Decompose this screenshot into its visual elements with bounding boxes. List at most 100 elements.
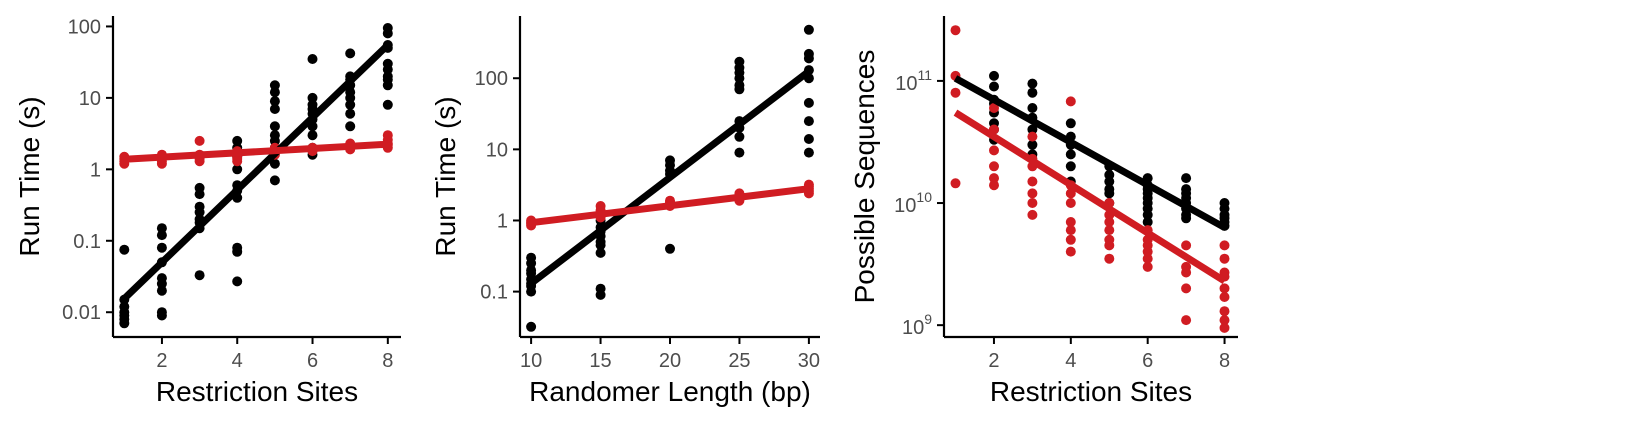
y-tick-label: 10 <box>79 88 101 110</box>
point-s1-30 <box>734 84 745 95</box>
x-axis-title: Restriction Sites <box>990 376 1192 407</box>
y-tick-label: 0.1 <box>73 231 101 253</box>
point-s2-17 <box>1027 209 1038 220</box>
fit-line-s2 <box>530 185 810 227</box>
x-tick-label: 10 <box>520 350 542 372</box>
point-s2-12 <box>194 156 205 167</box>
point-s1-14 <box>1027 139 1038 150</box>
point-s1-9 <box>156 230 167 241</box>
point-s2-14 <box>1027 176 1038 187</box>
point-s2-23 <box>1065 225 1076 236</box>
point-s1-35 <box>803 24 814 35</box>
y-axis-title: Run Time (s) <box>14 96 45 256</box>
point-s1-38 <box>269 104 280 114</box>
point-s1-52 <box>307 130 318 141</box>
y-tick-label: 1 <box>497 210 508 232</box>
point-s1-18 <box>194 189 205 200</box>
point-s2-9 <box>194 135 205 146</box>
point-s2-22 <box>1065 217 1076 227</box>
point-s1-36 <box>1142 217 1153 227</box>
point-s1-44 <box>1181 213 1192 224</box>
fit-line-s1 <box>121 42 391 302</box>
point-s1-34 <box>232 276 243 287</box>
point-s1-62 <box>345 108 356 119</box>
point-s2-36 <box>1142 246 1153 257</box>
point-s1-24 <box>665 243 675 254</box>
point-s2-31 <box>1104 240 1115 251</box>
x-tick-label: 25 <box>728 350 750 372</box>
point-s2-16 <box>1027 198 1038 208</box>
fit-line-s2 <box>953 109 1227 284</box>
point-s1-45 <box>307 54 318 64</box>
point-s2-24 <box>1065 234 1076 245</box>
point-s1-19 <box>1065 149 1076 160</box>
point-s1-41 <box>803 116 814 127</box>
point-s1-14 <box>156 285 167 296</box>
point-s1-39 <box>269 121 280 132</box>
y-tick-label: 1010 <box>894 189 932 217</box>
point-s2-25 <box>1065 246 1076 257</box>
x-tick-label: 8 <box>382 350 393 372</box>
x-tick-label: 6 <box>307 350 318 372</box>
point-s2-43 <box>1181 315 1192 326</box>
point-s1-2 <box>526 258 537 269</box>
point-s1-20 <box>194 207 205 218</box>
point-s2-49 <box>1219 292 1230 302</box>
point-s1-43 <box>269 158 280 169</box>
point-s2-8 <box>989 161 999 172</box>
point-s2-45 <box>1219 253 1230 264</box>
point-s1-11 <box>1027 103 1038 113</box>
y-tick-base: 10 <box>895 73 917 95</box>
point-s2-38 <box>1142 261 1153 272</box>
x-tick-label: 6 <box>1142 350 1153 372</box>
point-s2-8 <box>156 158 167 169</box>
x-tick-label: 30 <box>798 350 820 372</box>
point-s2-39 <box>1181 240 1192 251</box>
point-s2-3 <box>950 87 961 98</box>
x-tick-label: 4 <box>1065 350 1076 372</box>
y-axis-title: Possible Sequences <box>849 50 880 304</box>
point-s1-34 <box>734 147 745 158</box>
point-s2-7 <box>989 145 999 156</box>
point-s2-52 <box>1219 322 1230 333</box>
y-tick-label: 0.1 <box>480 282 508 304</box>
point-s2-50 <box>1219 306 1230 317</box>
chart-panel-1: 2 4 6 8 0.01 0.1 1 10 100 Restriction Sites Run Ti… <box>14 16 401 407</box>
point-s1-44 <box>269 175 280 186</box>
x-tick-label: 15 <box>589 350 611 372</box>
point-s2-21 <box>1065 198 1076 208</box>
point-s2-9 <box>989 173 999 184</box>
y-tick-label: 1011 <box>895 67 932 95</box>
point-s1-46 <box>307 92 318 103</box>
point-s1-60 <box>345 92 356 103</box>
y-tick-label: 0.01 <box>62 302 101 324</box>
point-s1-24 <box>1104 176 1115 187</box>
x-tick-label: 8 <box>1219 350 1230 372</box>
point-s2-18 <box>1065 96 1076 107</box>
point-s1-17 <box>595 247 606 258</box>
point-s2-17 <box>232 156 243 167</box>
y-axis-title: Run Time (s) <box>430 96 461 256</box>
point-s2-51 <box>1219 315 1230 326</box>
point-s1-28 <box>232 164 243 175</box>
point-s1-16 <box>156 310 167 321</box>
x-axis-title: Restriction Sites <box>156 376 358 407</box>
point-s2-20 <box>1065 188 1076 199</box>
point-s1-35 <box>269 80 280 91</box>
point-s2-32 <box>1104 253 1115 264</box>
point-s1-1 <box>119 244 130 255</box>
y-tick-exponent: 9 <box>924 311 932 327</box>
y-tick-base: 10 <box>902 317 924 339</box>
point-s1-55 <box>345 48 356 59</box>
point-s2-15 <box>1027 188 1038 199</box>
y-tick-exponent: 11 <box>917 67 932 83</box>
point-s1-1 <box>989 70 999 81</box>
point-s1-24 <box>194 270 205 281</box>
point-s2-11 <box>1027 131 1038 142</box>
fit-line-s2 <box>124 140 389 163</box>
point-s2-4 <box>950 178 961 189</box>
point-s1-35 <box>1142 209 1153 220</box>
y-tick-label: 100 <box>68 16 101 38</box>
